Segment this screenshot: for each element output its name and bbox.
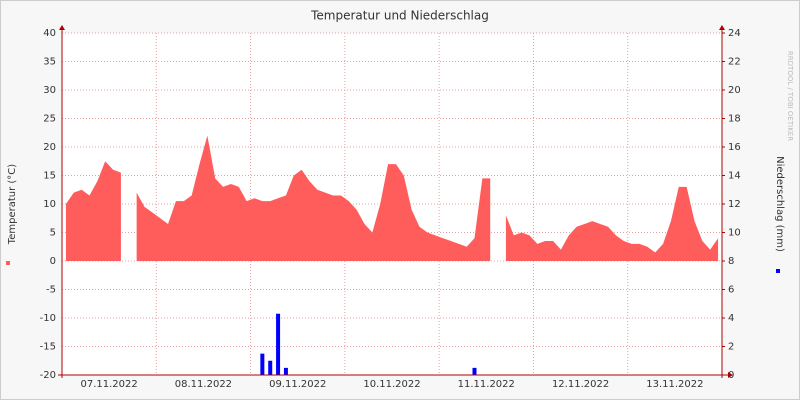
y2-axis-title: Niederschlag (mm) — [774, 156, 785, 252]
y-tick-label: -20 — [40, 370, 56, 381]
legend-swatch — [776, 269, 780, 273]
y-axis-title: Temperatur (°C) — [7, 164, 18, 245]
y-tick-label: 40 — [43, 28, 56, 39]
x-tick-label: 11.11.2022 — [458, 379, 515, 390]
y2-tick-label: 22 — [728, 57, 741, 68]
y-tick-label: 5 — [50, 228, 56, 239]
y2-tick-label: 6 — [728, 285, 734, 296]
y2-tick-label: 18 — [728, 114, 741, 125]
axes — [58, 25, 733, 378]
y2-tick-label: 4 — [728, 313, 734, 324]
y2-tick-label: 12 — [728, 199, 741, 210]
y-tick-label: -10 — [40, 313, 56, 324]
x-tick-label: 10.11.2022 — [363, 379, 420, 390]
temperature-area — [136, 135, 491, 261]
y-tick-label: 0 — [50, 256, 56, 267]
x-tick-label: 07.11.2022 — [81, 379, 138, 390]
y2-tick-label: 0 — [728, 370, 734, 381]
precipitation-bar — [268, 360, 273, 375]
y2-tick-label: 14 — [728, 171, 741, 182]
y-tick-label: 10 — [43, 199, 56, 210]
y-tick-label: 35 — [43, 57, 56, 68]
y-tick-label: 20 — [43, 142, 56, 153]
y2-tick-label: 10 — [728, 228, 741, 239]
y-tick-label: 25 — [43, 114, 56, 125]
temperature-area — [65, 161, 121, 261]
arrow — [728, 372, 733, 378]
marks — [65, 135, 719, 375]
y2-tick-label: 2 — [728, 342, 734, 353]
y-tick-label: 30 — [43, 85, 56, 96]
y2-tick-label: 24 — [728, 28, 741, 39]
arrow — [59, 25, 65, 30]
y2-tick-label: 20 — [728, 85, 741, 96]
precipitation-bar — [283, 367, 288, 375]
arrow — [719, 25, 725, 30]
precipitation-bar — [260, 353, 265, 375]
precipitation-bar — [472, 367, 477, 375]
watermark: RRDTOOL / TOBI OETIKER — [786, 51, 794, 141]
x-tick-label: 08.11.2022 — [175, 379, 232, 390]
y-tick-label: -5 — [46, 285, 56, 296]
x-tick-label: 13.11.2022 — [646, 379, 703, 390]
y-tick-label: -15 — [40, 342, 56, 353]
precipitation-bar — [276, 313, 281, 375]
x-tick-label: 12.11.2022 — [552, 379, 609, 390]
legend-swatch — [6, 261, 10, 265]
chart-title: Temperatur und Niederschlag — [310, 9, 489, 23]
y2-tick-label: 8 — [728, 256, 734, 267]
y2-tick-label: 16 — [728, 142, 741, 153]
y-tick-label: 15 — [43, 171, 56, 182]
temperature-area — [505, 186, 719, 261]
x-tick-label: 09.11.2022 — [269, 379, 326, 390]
